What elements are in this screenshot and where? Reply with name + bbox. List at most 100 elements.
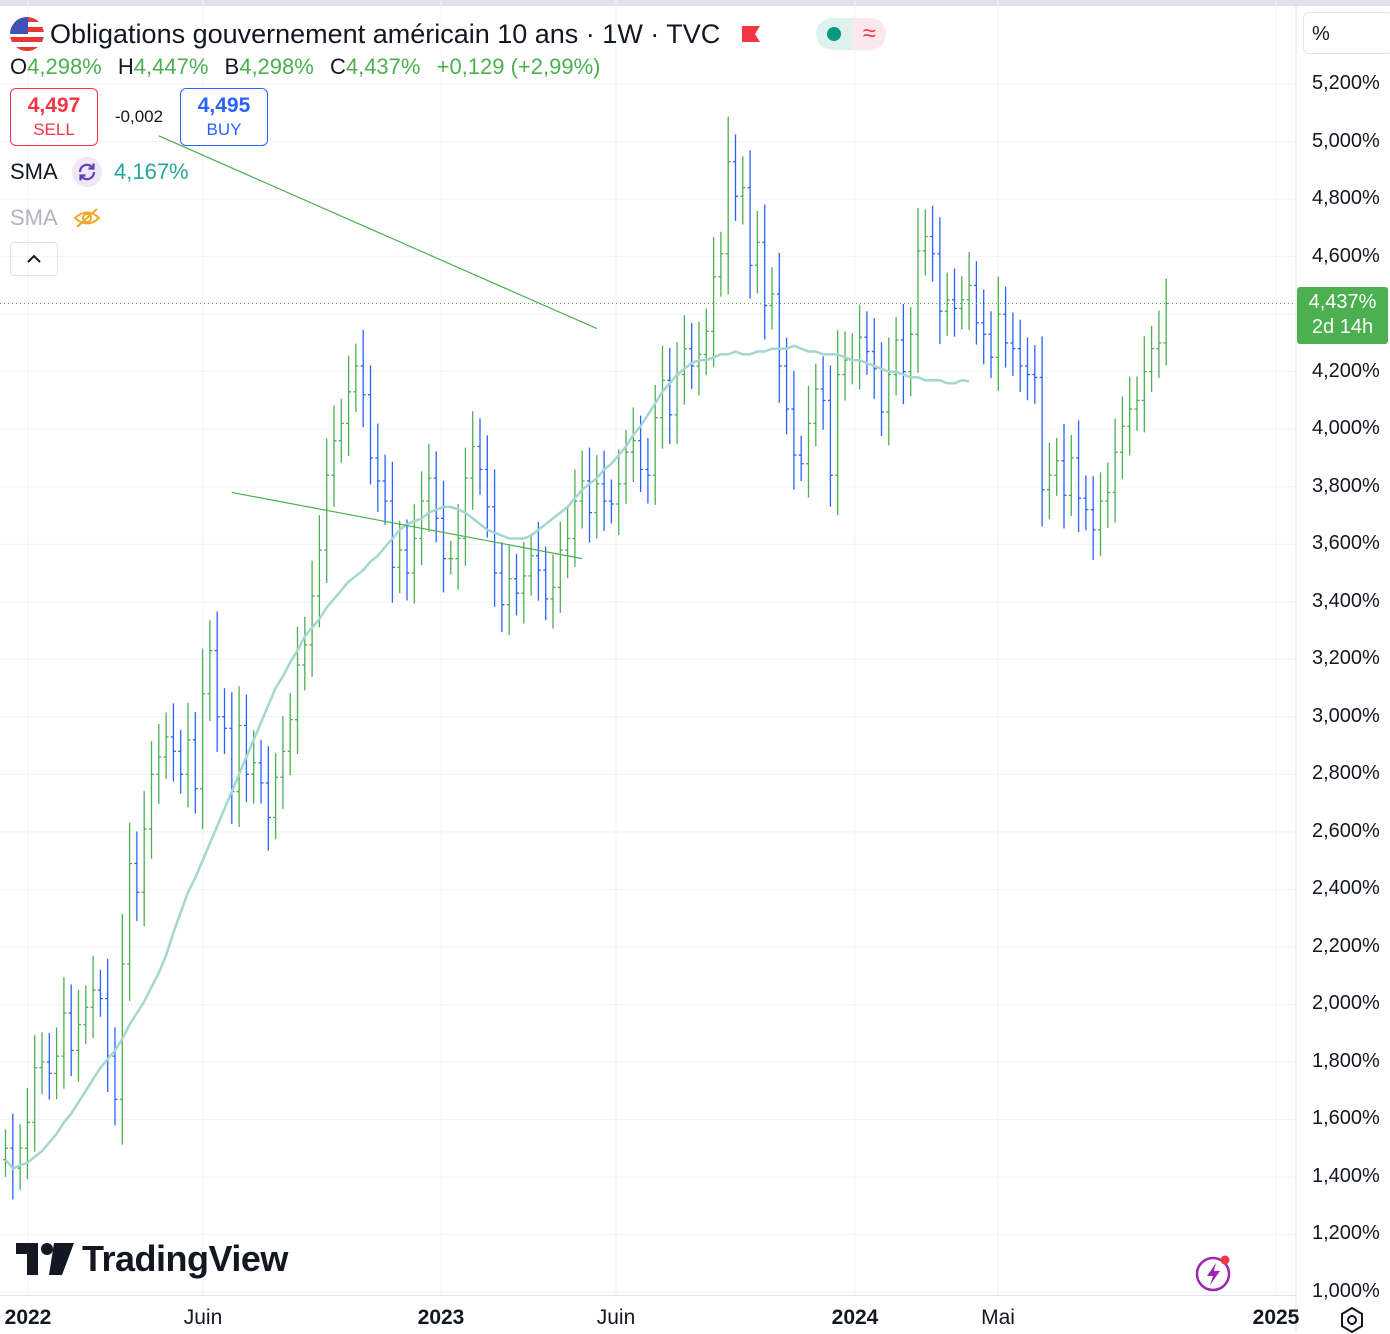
price-tick-label: 2,400% [1312,877,1380,900]
price-tick-label: 2,600% [1312,819,1380,842]
tradingview-logo-icon [16,1243,74,1275]
ohlc-bar [222,688,227,755]
price-tick-label: 3,000% [1312,704,1380,727]
ohlc-bar [842,331,848,401]
ohlc-bar [827,365,833,507]
ohlc-bar [638,415,644,493]
ohlc-bar [959,276,965,330]
ohlc-bar [229,692,235,825]
price-tick-label: 5,000% [1312,129,1380,152]
sell-button[interactable]: 4,497 SELL [10,88,98,146]
close-value: 4,437% [345,54,421,79]
ohlc-bar [1076,420,1082,532]
ohlc-bar [791,370,797,490]
ohlc-bar [1090,476,1096,561]
ohlc-bar [287,693,293,776]
ohlc-bar [528,533,534,596]
indicator-sma-1[interactable]: SMA 4,167% [10,152,886,192]
ohlc-bar [207,620,213,722]
refresh-icon[interactable] [72,157,102,187]
ohlc-bar [645,437,651,504]
ohlc-bar [426,443,432,532]
ohlc-bar [594,455,600,539]
ohlc-bar [718,231,724,297]
ohlc-bar [535,521,541,601]
ohlc-bar [1068,434,1074,517]
ohlc-bar [441,480,446,593]
symbol-title[interactable]: Obligations gouvernement américain 10 an… [50,18,721,49]
ohlc-bar [90,955,96,1039]
ohlc-bar [754,210,760,294]
ohlc-bar [163,712,169,780]
ohlc-bar [477,418,483,495]
ohlc-bar [506,545,512,635]
buy-button[interactable]: 4,495 BUY [180,88,268,146]
ohlc-bar [499,542,505,633]
ohlc-bar [667,347,673,444]
ohlc-bar [900,303,906,405]
ohlc-bar [309,560,315,677]
price-tick-label: 3,600% [1312,532,1380,555]
price-tick-label: 4,600% [1312,244,1380,267]
ohlc-bar [462,447,468,566]
us-flag-icon[interactable] [10,17,44,51]
time-tick-label: Juin [596,1306,636,1329]
eye-hidden-icon[interactable] [72,203,102,233]
market-status-pill[interactable]: ≈ [816,18,887,50]
ohlc-bar [835,330,841,516]
price-unit-selector[interactable]: % [1303,12,1390,54]
ohlc-bar [944,272,950,336]
chart-legend: Obligations gouvernement américain 10 an… [10,16,887,276]
tradingview-logo[interactable]: TradingView [16,1238,288,1280]
price-tick-label: 4,200% [1312,359,1380,382]
ohlc-bar [273,752,279,840]
ohlc-bar [922,209,928,276]
ohlc-values: O4,298% H4,447% B4,298% C4,437% +0,129 (… [10,54,601,79]
ohlc-bar [1032,345,1038,404]
indicator-sma-2[interactable]: SMA [10,198,886,238]
price-tick-label: 3,200% [1312,647,1380,670]
ohlc-bar [725,116,731,295]
ohlc-bar [1127,376,1133,456]
ohlc-bar [302,616,308,691]
ohlc-bar [973,261,979,345]
ohlc-bar [3,1129,8,1177]
ohlc-bar [1112,418,1118,523]
ohlc-bar [397,520,403,594]
ohlc-bar [1039,336,1045,527]
ohlc-bar [258,739,264,804]
ohlc-bar [966,251,972,330]
ohlc-bar [170,703,176,782]
ohlc-bar [543,546,549,621]
chevron-up-icon [27,254,41,263]
ohlc-bar [141,791,147,927]
price-tick-label: 1,600% [1312,1107,1380,1130]
settings-icon[interactable] [1338,1306,1366,1334]
ohlc-bar [119,913,125,1145]
ohlc-bar [1105,462,1111,529]
ohlc-bar [703,308,709,376]
ohlc-bar [433,451,439,543]
ohlc-bar [214,611,220,752]
lower-trendline [231,491,583,560]
bolt-icon[interactable] [1194,1253,1234,1293]
ohlc-bar [156,724,162,804]
ohlc-bar [192,712,198,814]
price-tick-label: 5,200% [1312,72,1380,95]
ohlc-bar [112,1027,118,1126]
ohlc-bar [696,321,702,396]
ohlc-bar [448,540,454,575]
delayed-data-icon: ≈ [852,18,887,50]
price-tick-label: 1,000% [1312,1280,1380,1302]
ohlc-bar [930,205,936,282]
ohlc-bar [937,217,943,345]
ohlc-bar [820,356,826,430]
collapse-legend-button[interactable] [10,242,58,276]
flag-marker-icon[interactable] [740,23,762,45]
ohlc-bar [236,686,242,827]
last-price-badge: 4,437% 2d 14h [1297,287,1388,344]
ohlc-bar [740,156,746,225]
ohlc-bar [389,461,395,603]
ohlc-bar [550,554,556,629]
